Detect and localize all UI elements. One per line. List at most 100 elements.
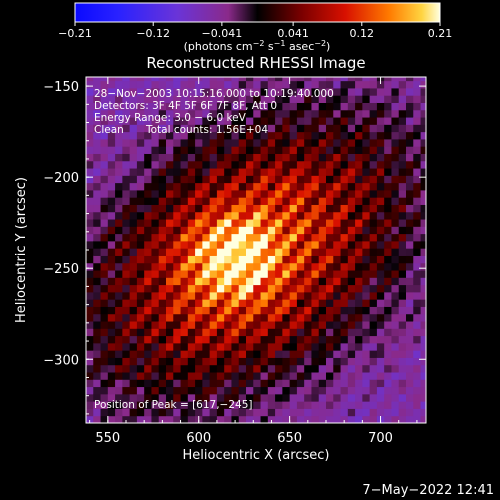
heatmap-cell [246,386,254,395]
heatmap-cell [289,197,298,205]
heatmap-cell [376,262,385,271]
heatmap-cell [129,160,138,169]
heatmap-cell [136,372,145,380]
heatmap-cell [238,168,247,176]
heatmap-cell [122,102,131,111]
heatmap-cell [326,364,334,373]
heatmap-cell [238,175,247,184]
heatmap-cell [267,408,276,417]
heatmap-cell [100,328,109,337]
heatmap-cell [369,393,378,402]
heatmap-cell [282,372,291,380]
heatmap-cell [136,342,145,351]
heatmap-cell [355,342,363,351]
heatmap-cell [355,255,363,264]
heatmap-cell [406,306,414,315]
heatmap-cell [86,364,94,373]
heatmap-cell [129,153,138,162]
heatmap-cell [122,401,131,409]
heatmap-cell [93,386,102,395]
heatmap-cell [166,102,174,111]
heatmap-cell [136,262,145,271]
heatmap-cell [216,364,225,373]
heatmap-cell [216,160,225,169]
heatmap-cell [398,372,407,380]
heatmap-cell [376,131,385,140]
heatmap-cell [166,109,174,118]
heatmap-cell [311,335,320,344]
heatmap-cell [216,350,225,358]
heatmap-cell [100,306,109,315]
heatmap-cell [93,277,102,286]
heatmap-cell [253,284,262,293]
heatmap-cell [304,95,312,103]
heatmap-cell [151,117,160,125]
heatmap-cell [340,168,349,176]
heatmap-cell [173,226,182,235]
chart-title: Reconstructed RHESSI Image [146,54,365,72]
heatmap-cell [209,401,218,409]
heatmap-cell [246,313,254,322]
heatmap-cell [275,284,283,293]
heatmap-cell [216,379,225,388]
heatmap-cell [260,109,269,118]
heatmap-cell [311,393,320,402]
heatmap-cell [180,153,189,162]
heatmap-cell [376,313,385,322]
heatmap-cell [246,299,254,307]
heatmap-cell [166,357,174,366]
heatmap-cell [362,168,371,176]
heatmap-cell [391,87,400,96]
heatmap-cell [347,168,356,176]
heatmap-cell [107,299,116,307]
heatmap-cell [282,175,291,184]
heatmap-cell [398,124,407,133]
heatmap-cell [195,87,203,96]
heatmap-cell [420,77,426,82]
heatmap-cell [340,350,349,358]
heatmap-cell [391,204,400,213]
heatmap-cell [340,182,349,191]
heatmap-cell [347,408,356,417]
heatmap-cell [311,175,320,184]
heatmap-cell [202,284,211,293]
heatmap-cell [231,197,240,205]
heatmap-cell [355,415,363,423]
heatmap-cell [107,182,116,191]
heatmap-cell [173,240,182,249]
heatmap-cell [413,87,422,96]
heatmap-cell [384,131,392,140]
heatmap-cell [267,379,276,388]
heatmap-cell [420,255,426,264]
heatmap-cell [362,219,371,227]
heatmap-cell [173,372,182,380]
heatmap-cell [260,306,269,315]
x-tick-label: 550 [95,431,120,446]
heatmap-cell [231,342,240,351]
heatmap-cell [289,335,298,344]
heatmap-cell [144,379,152,388]
heatmap-cell [238,408,247,417]
heatmap-cell [333,226,342,235]
heatmap-cell [413,102,422,111]
heatmap-cell [413,117,422,125]
heatmap-cell [289,248,298,256]
heatmap-cell [406,204,414,213]
heatmap-cell [180,189,189,198]
heatmap-cell [151,131,160,140]
heatmap-cell [195,255,203,264]
heatmap-cell [238,77,247,82]
heatmap-cell [107,211,116,220]
heatmap-cell [369,131,378,140]
heatmap-cell [398,364,407,373]
heatmap-cell [216,138,225,147]
heatmap-cell [369,284,378,293]
heatmap-cell [267,117,276,125]
heatmap-cell [406,350,414,358]
heatmap-cell [275,350,283,358]
heatmap-cell [122,255,131,264]
heatmap-cell [347,342,356,351]
heatmap-cell [151,153,160,162]
heatmap-cell [129,197,138,205]
heatmap-cell [231,270,240,278]
